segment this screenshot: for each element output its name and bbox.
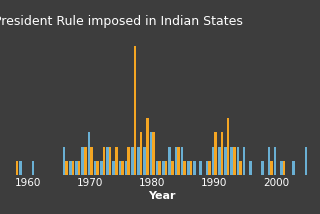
Bar [72,161,74,175]
Bar [16,161,18,175]
Bar [134,46,136,175]
Bar [131,147,134,175]
Bar [100,161,103,175]
Bar [239,161,242,175]
Bar [119,161,121,175]
Bar [189,161,192,175]
Bar [84,147,87,175]
Bar [146,118,149,175]
Bar [214,132,217,175]
Bar [249,161,252,175]
Bar [94,161,96,175]
Bar [158,161,161,175]
Bar [305,147,308,175]
Bar [75,161,78,175]
Bar [224,147,227,175]
Bar [220,132,223,175]
Bar [81,147,84,175]
Bar [230,147,233,175]
Bar [96,161,99,175]
Bar [137,147,140,175]
Bar [274,147,276,175]
Bar [208,161,211,175]
Bar [90,147,93,175]
Bar [78,161,80,175]
Bar [112,161,115,175]
Bar [280,161,283,175]
Bar [199,161,202,175]
Bar [181,147,183,175]
Bar [268,147,270,175]
Bar [233,147,236,175]
Bar [125,161,127,175]
Bar [156,161,158,175]
Text: President Rule imposed in Indian States: President Rule imposed in Indian States [0,15,243,28]
Bar [152,132,155,175]
Bar [106,147,109,175]
Bar [283,161,285,175]
Bar [177,147,180,175]
Bar [65,161,68,175]
Bar [193,161,196,175]
Bar [243,147,245,175]
Bar [168,147,171,175]
Bar [69,161,72,175]
Bar [162,161,165,175]
Bar [121,161,124,175]
Bar [187,161,189,175]
Bar [88,132,90,175]
Bar [140,132,142,175]
Bar [227,118,229,175]
Bar [109,147,111,175]
Bar [205,161,208,175]
Bar [183,161,186,175]
Bar [165,161,167,175]
Bar [261,161,264,175]
Bar [19,161,22,175]
Bar [212,147,214,175]
Bar [236,147,239,175]
Bar [218,147,220,175]
Bar [115,147,118,175]
Bar [103,147,105,175]
Bar [32,161,34,175]
Bar [63,147,65,175]
Bar [150,132,152,175]
Bar [143,147,146,175]
Bar [171,161,173,175]
X-axis label: Year: Year [148,191,175,201]
Bar [270,161,273,175]
Bar [174,147,177,175]
Bar [292,161,295,175]
Bar [127,147,130,175]
